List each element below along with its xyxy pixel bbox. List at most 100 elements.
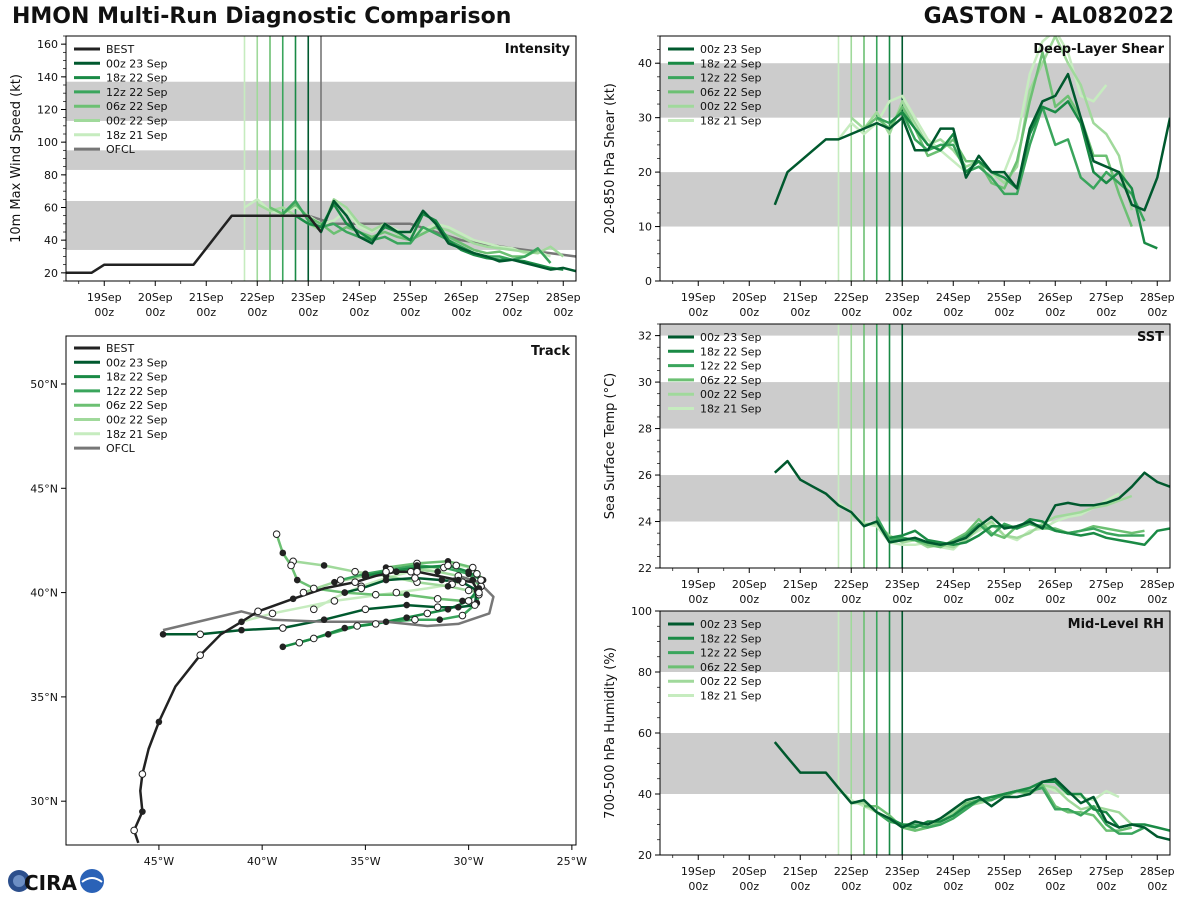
track-point-r18z21 xyxy=(268,609,277,618)
track-point-r00z23 xyxy=(196,630,205,639)
sst-xtick-date: 24Sep xyxy=(936,578,971,591)
shear-legend-label: 06z 22 Sep xyxy=(700,86,762,99)
track-point-best xyxy=(351,578,359,586)
shear-xtick-date: 21Sep xyxy=(783,291,818,304)
cira-logo-wave-icon xyxy=(81,877,103,883)
cira-logo: CIRA xyxy=(8,869,104,895)
intensity-ytick-label: 120 xyxy=(37,104,58,117)
track-point-r12z22 xyxy=(436,616,444,624)
track-point-best xyxy=(238,618,245,626)
rh-xtick-date: 19Sep xyxy=(681,865,716,878)
track-point-r06z22 xyxy=(433,595,442,603)
shear-xtick-hour: 00z xyxy=(790,306,810,319)
rh-ytick-label: 20 xyxy=(638,849,652,862)
track-xtick-label: 30°W xyxy=(453,855,483,868)
intensity-series-r06z22 xyxy=(269,202,539,258)
shear-legend-label: 18z 22 Sep xyxy=(700,57,762,70)
track-point-r06z22 xyxy=(287,561,295,570)
intensity-xtick-date: 20Sep xyxy=(138,291,173,304)
track-point-r18z21 xyxy=(407,567,415,576)
sst-ytick-label: 24 xyxy=(638,516,652,529)
intensity-ytick-label: 20 xyxy=(44,267,58,280)
track-panel: 45°W 40°W 35°W 30°W 25°W 30°N 35°N 40°N 45°N 50°N… xyxy=(30,335,587,868)
rh-ytick-label: 80 xyxy=(638,666,652,679)
sst-xtick-hour: 00z xyxy=(790,593,810,606)
sst-xtick-date: 25Sep xyxy=(987,578,1022,591)
track-point-r00z23 xyxy=(411,574,419,582)
track-point-r18z22 xyxy=(382,567,390,576)
track-ytick-label: 40°N xyxy=(30,587,58,600)
track-point-r00z22 xyxy=(299,588,308,597)
intensity-xtick-date: 27Sep xyxy=(495,291,530,304)
track-point-r06z22 xyxy=(272,530,281,538)
rh-xtick-hour: 00z xyxy=(892,880,912,893)
shear-band-0 xyxy=(660,172,1170,227)
track-point-best xyxy=(130,826,138,835)
track-legend-label: 00z 23 Sep xyxy=(106,356,168,369)
track-legend-label: 18z 22 Sep xyxy=(106,371,168,384)
track-point-r00z23 xyxy=(438,576,446,584)
intensity-xtick-hour: 00z xyxy=(400,306,420,319)
intensity-legend-label: 06z 22 Sep xyxy=(106,100,168,113)
track-point-r12z22 xyxy=(411,615,419,624)
shear-xtick-date: 28Sep xyxy=(1140,291,1175,304)
rh-band-1 xyxy=(660,611,1170,672)
track-point-r00z23 xyxy=(341,589,349,596)
intensity-xtick-hour: 00z xyxy=(196,306,216,319)
shear-band-1 xyxy=(660,63,1170,118)
shear-legend-label: 00z 22 Sep xyxy=(700,100,762,113)
track-point-r18z22 xyxy=(279,643,287,651)
intensity-legend-label: 00z 23 Sep xyxy=(106,57,168,70)
storm-title: GASTON - AL082022 xyxy=(923,4,1174,29)
rh-legend-label: 06z 22 Sep xyxy=(700,661,762,674)
track-point-r06z22 xyxy=(371,590,380,599)
intensity-xtick-hour: 00z xyxy=(553,306,573,319)
track-point-r06z22 xyxy=(403,591,410,598)
track-point-r12z22 xyxy=(458,611,467,620)
track-point-best xyxy=(196,651,205,659)
intensity-series-best xyxy=(66,214,322,275)
sst-ytick-label: 30 xyxy=(638,376,652,389)
intensity-xtick-hour: 00z xyxy=(349,306,369,319)
shear-xtick-hour: 00z xyxy=(1045,306,1065,319)
track-point-r00z22 xyxy=(464,586,473,595)
shear-xtick-date: 19Sep xyxy=(681,291,716,304)
shear-xtick-hour: 00z xyxy=(892,306,912,319)
track-point-r18z22 xyxy=(309,634,318,643)
sst-xtick-hour: 00z xyxy=(892,593,912,606)
intensity-xtick-hour: 00z xyxy=(247,306,267,319)
track-frame xyxy=(65,335,577,846)
sst-band-1 xyxy=(660,382,1170,429)
intensity-legend-label: 12z 22 Sep xyxy=(106,86,168,99)
rh-xtick-hour: 00z xyxy=(1045,880,1065,893)
shear-xtick-date: 26Sep xyxy=(1038,291,1073,304)
rh-title: Mid-Level RH xyxy=(1068,617,1164,632)
shear-legend-label: 00z 23 Sep xyxy=(700,43,762,56)
sst-panel: 22 24 26 28 30 32 19Sep 00z 20Sep 00z 21Sep 00z 22Se… xyxy=(603,323,1175,606)
rh-xtick-date: 21Sep xyxy=(783,865,818,878)
intensity-ytick-label: 140 xyxy=(37,71,58,84)
rh-xtick-hour: 00z xyxy=(841,880,861,893)
track-point-best xyxy=(455,576,462,584)
rh-series-r00z23 xyxy=(773,741,1170,842)
intensity-legend-label: BEST xyxy=(106,43,134,56)
shear-title: Deep-Layer Shear xyxy=(1033,42,1164,57)
track-point-r00z22 xyxy=(444,583,452,590)
rh-legend-label: 00z 22 Sep xyxy=(700,675,762,688)
intensity-ytick-label: 160 xyxy=(37,38,58,51)
track-point-r00z22 xyxy=(320,562,328,569)
track-xtick-label: 40°W xyxy=(247,855,277,868)
intensity-ytick-label: 40 xyxy=(44,234,58,247)
track-point-r00z23 xyxy=(279,624,287,632)
intensity-legend-label: 00z 22 Sep xyxy=(106,115,168,128)
shear-xtick-date: 27Sep xyxy=(1089,291,1124,304)
intensity-xtick-date: 26Sep xyxy=(444,291,479,304)
shear-ytick-label: 10 xyxy=(638,221,652,234)
rh-ylabel: 700-500 hPa Humidity (%) xyxy=(603,647,618,819)
intensity-series-r18z21 xyxy=(243,198,551,258)
track-xtick-label: 45°W xyxy=(144,855,174,868)
shear-xtick-date: 25Sep xyxy=(987,291,1022,304)
rh-legend-label: 00z 23 Sep xyxy=(700,618,762,631)
